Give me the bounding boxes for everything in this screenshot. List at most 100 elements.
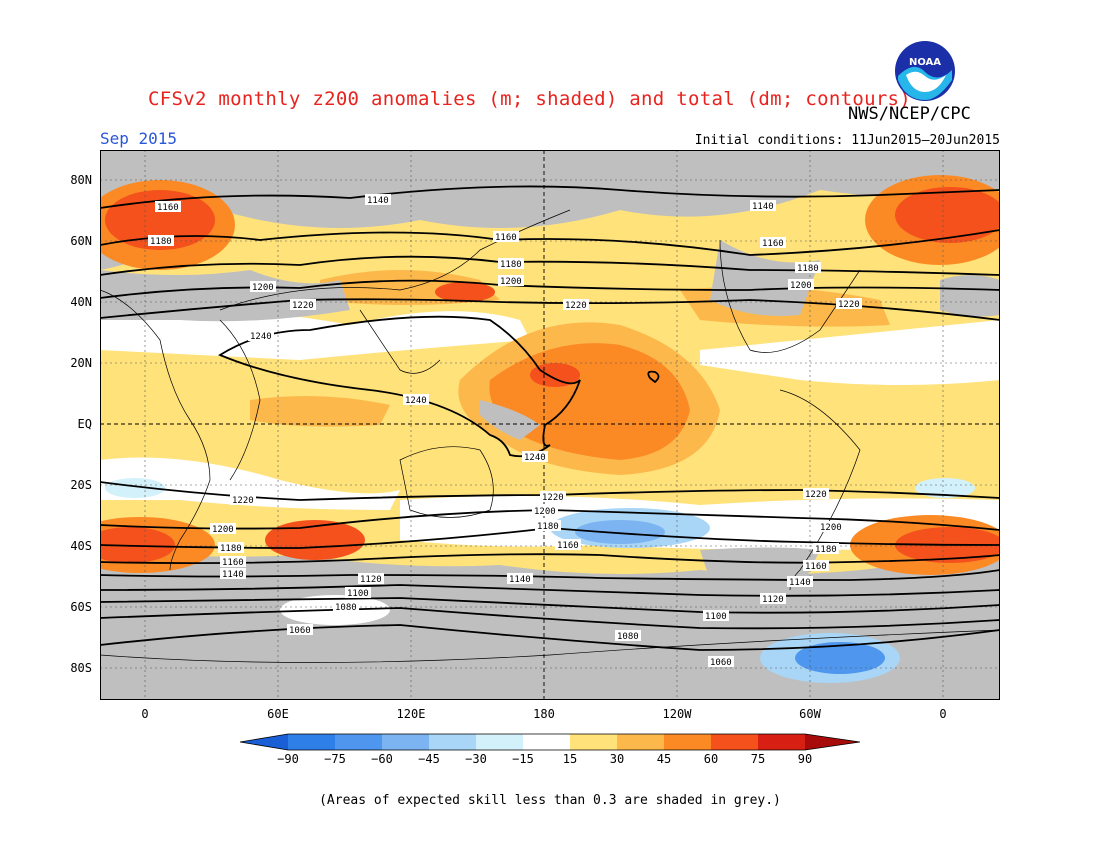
- contour-label: 1160: [803, 560, 829, 572]
- pacific-red-core: [530, 363, 580, 387]
- contour-label: 1180: [148, 235, 174, 247]
- svg-text:1240: 1240: [405, 396, 427, 406]
- africa-east-coast: [219, 319, 261, 481]
- antarctic-blue: [795, 642, 885, 674]
- svg-text:1200: 1200: [790, 281, 812, 291]
- contour-label: 1100: [345, 587, 371, 599]
- svg-text:1160: 1160: [557, 541, 579, 551]
- map-frame: [100, 150, 1000, 700]
- contour-label: 1200: [498, 275, 524, 287]
- contour-label: 1180: [218, 542, 244, 554]
- lat-label-40n: 40N: [70, 295, 92, 309]
- contour-label: 1220: [230, 494, 256, 506]
- colorbar-label: 60: [703, 752, 719, 766]
- antarctica-outline: [100, 629, 1000, 663]
- lat-label-60s: 60S: [70, 600, 92, 614]
- colorbar-arrow-right: [805, 734, 860, 750]
- contour-label: 1180: [795, 262, 821, 274]
- contour-label: 1200: [788, 279, 814, 291]
- colorbar-label: 90: [797, 752, 813, 766]
- colorbar-label: −60: [371, 752, 393, 766]
- contour-1120: [100, 584, 1000, 597]
- lat-label-80n: 80N: [70, 173, 92, 187]
- anomaly-map: 1160 1180 1140 1160 1180 1200 1140 1160 …: [100, 150, 1000, 700]
- svg-text:1100: 1100: [347, 589, 369, 599]
- south-atlantic-red: [100, 527, 175, 563]
- svg-text:1180: 1180: [150, 237, 172, 247]
- contour-label: 1220: [563, 299, 589, 311]
- contour-label: 1100: [703, 610, 729, 622]
- colorbar-label: −45: [418, 752, 440, 766]
- africa-west-coast: [100, 289, 211, 571]
- grey-north-america: [710, 240, 820, 316]
- contour-label: 1060: [287, 624, 313, 636]
- contour-1100: [100, 597, 1000, 614]
- lon-label-180: 180: [533, 707, 555, 721]
- svg-text:1080: 1080: [617, 632, 639, 642]
- indian-orange: [250, 396, 390, 427]
- australia-outline: [399, 446, 494, 518]
- colorbar-arrow-left: [240, 734, 288, 750]
- valid-month: Sep 2015: [100, 129, 178, 148]
- contour-label: 1140: [365, 194, 391, 206]
- svg-text:1180: 1180: [537, 522, 559, 532]
- contour-label: 1120: [760, 593, 786, 605]
- svg-text:1200: 1200: [820, 523, 842, 533]
- lon-label-0-east: 0: [939, 707, 947, 721]
- contour-label: 1200: [210, 523, 236, 535]
- lat-label-20s: 20S: [70, 478, 92, 492]
- svg-text:1120: 1120: [762, 595, 784, 605]
- colorbar-label: −75: [324, 752, 346, 766]
- contour-1220-north: [100, 298, 1000, 321]
- chart-title: CFSv2 monthly z200 anomalies (m; shaded)…: [148, 88, 912, 110]
- grey-maritime: [480, 400, 540, 440]
- contour-label: 1240: [248, 330, 274, 342]
- contour-label: 1200: [818, 521, 844, 533]
- svg-text:1100: 1100: [705, 612, 727, 622]
- lon-label-0: 0: [141, 707, 149, 721]
- lon-label-60w: 60W: [799, 707, 821, 721]
- svg-text:1200: 1200: [534, 507, 556, 517]
- japan-red: [435, 282, 495, 302]
- contour-label-group: 1160 1180 1140 1160 1180 1200 1140 1160 …: [148, 194, 862, 668]
- contour-1140-north: [100, 185, 1000, 209]
- svg-text:1180: 1180: [815, 545, 837, 555]
- lat-label-40s: 40S: [70, 539, 92, 553]
- logo-text: NOAA: [909, 57, 941, 68]
- contour-label: 1160: [493, 231, 519, 243]
- contour-label: 1220: [290, 299, 316, 311]
- south-indian-red: [265, 520, 365, 560]
- contour-label: 1180: [813, 543, 839, 555]
- contour-label: 1200: [532, 505, 558, 517]
- contour-label: 1220: [540, 491, 566, 503]
- white-band-atlantic: [700, 320, 1000, 385]
- contour-label: 1240: [522, 451, 548, 463]
- svg-text:1220: 1220: [232, 496, 254, 506]
- colorbar-label: 45: [656, 752, 672, 766]
- noaa-logo: NOAA: [895, 41, 955, 101]
- lon-label-120w: 120W: [662, 707, 692, 721]
- contour-1240-small: [647, 370, 660, 384]
- atlantic-east-light-blue: [915, 478, 975, 498]
- svg-text:1200: 1200: [212, 525, 234, 535]
- contour-label: 1200: [250, 281, 276, 293]
- contour-label: 1180: [535, 520, 561, 532]
- svg-text:1220: 1220: [565, 301, 587, 311]
- colorbar-label: −30: [465, 752, 487, 766]
- lat-label-60n: 60N: [70, 234, 92, 248]
- south-pacific-blue: [575, 520, 665, 544]
- contour-label: 1140: [507, 573, 533, 585]
- contour-label: 1160: [760, 237, 786, 249]
- svg-text:1160: 1160: [495, 233, 517, 243]
- contour-label: 1080: [333, 601, 359, 613]
- svg-text:1220: 1220: [805, 490, 827, 500]
- footnote: (Areas of expected skill less than 0.3 a…: [319, 793, 781, 808]
- colorbar: [240, 733, 860, 751]
- svg-text:1160: 1160: [157, 203, 179, 213]
- lat-label-20n: 20N: [70, 356, 92, 370]
- svg-text:1160: 1160: [222, 558, 244, 568]
- grey-europe: [940, 275, 1000, 317]
- svg-text:1140: 1140: [509, 575, 531, 585]
- lat-label-eq: EQ: [77, 417, 92, 431]
- contour-label: 1140: [220, 568, 246, 580]
